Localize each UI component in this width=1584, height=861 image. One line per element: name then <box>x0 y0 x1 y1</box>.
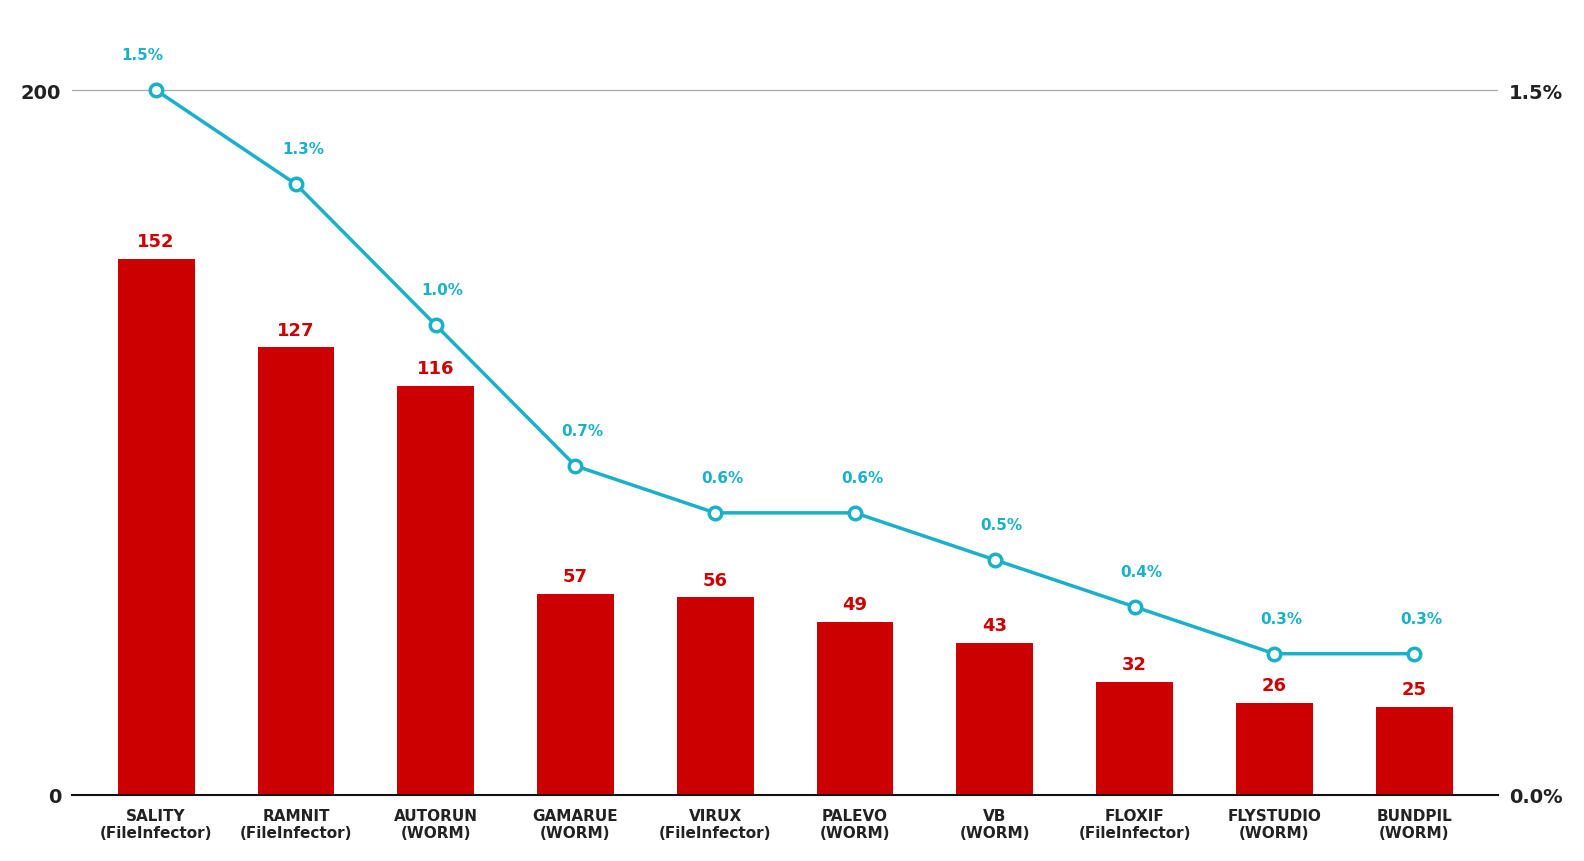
Text: 0.4%: 0.4% <box>1120 564 1163 579</box>
Text: 116: 116 <box>417 360 455 378</box>
Bar <box>258 348 334 795</box>
Bar <box>398 387 474 795</box>
Text: 0.3%: 0.3% <box>1400 610 1441 626</box>
Text: 0.7%: 0.7% <box>561 424 604 438</box>
Text: 127: 127 <box>277 321 315 339</box>
Bar <box>537 594 615 795</box>
Text: 56: 56 <box>703 571 727 589</box>
Bar <box>957 643 1033 795</box>
Text: 152: 152 <box>138 233 174 251</box>
Bar <box>117 260 195 795</box>
Text: 0.5%: 0.5% <box>980 517 1023 532</box>
Bar <box>1236 703 1313 795</box>
Text: 1.5%: 1.5% <box>122 48 163 63</box>
Bar <box>676 598 754 795</box>
Text: 32: 32 <box>1121 655 1147 673</box>
Text: 1.0%: 1.0% <box>421 282 464 298</box>
Bar <box>1375 707 1453 795</box>
Text: 26: 26 <box>1262 677 1286 695</box>
Text: 57: 57 <box>562 567 588 585</box>
Text: 0.6%: 0.6% <box>702 470 743 485</box>
Text: 25: 25 <box>1402 680 1427 698</box>
Text: 0.6%: 0.6% <box>841 470 884 485</box>
Text: 49: 49 <box>843 596 868 614</box>
Bar <box>1096 682 1174 795</box>
Text: 43: 43 <box>982 616 1007 635</box>
Text: 1.3%: 1.3% <box>282 142 325 157</box>
Bar <box>817 623 893 795</box>
Text: 0.3%: 0.3% <box>1261 610 1302 626</box>
